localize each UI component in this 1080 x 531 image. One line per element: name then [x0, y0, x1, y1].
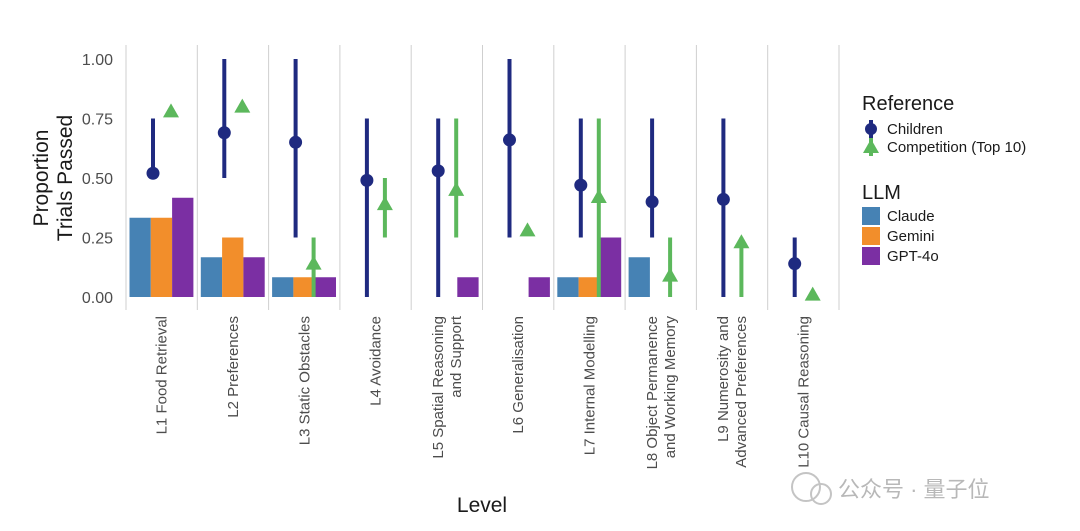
- x-tick-label-line: Advanced Preferences: [733, 316, 750, 468]
- children-point: [503, 133, 516, 147]
- bar-claude: [200, 257, 223, 297]
- x-tick-label: L7 Internal Modelling: [581, 316, 598, 455]
- y-tick-label: 1.00: [82, 52, 113, 69]
- x-tick-label-line: L4 Avoidance: [368, 316, 385, 406]
- competition-point: [804, 286, 821, 301]
- bar-gpt-4o: [457, 277, 479, 297]
- competition-point: [448, 181, 465, 196]
- children-point: [716, 192, 730, 206]
- x-tick-label: L8 Object Permanence and Working Memory: [644, 316, 679, 470]
- children-point: [788, 257, 802, 271]
- x-tick-label: L5 Spatial Reasoning and Support: [430, 315, 465, 458]
- legend-label-gpt-4o: GPT-4o: [887, 248, 939, 265]
- x-tick-label-line: L9 Numerosity and: [715, 316, 732, 442]
- watermark-text: 公众号 · 量子位: [838, 477, 990, 502]
- x-tick-label-line: L3 Static Obstacles: [296, 316, 313, 445]
- x-tick-label: L4 Avoidance: [368, 316, 385, 406]
- bar-gpt-4o: [314, 277, 336, 297]
- legend-title-reference: Reference: [862, 93, 954, 115]
- y-tick-label: 0.50: [82, 171, 113, 188]
- watermark-icon-2: [810, 483, 832, 505]
- children-point: [360, 173, 374, 187]
- legend-key-claude: [862, 207, 880, 225]
- children-point: [645, 195, 659, 209]
- x-tick-label: L6 Generalisation: [510, 316, 527, 434]
- x-tick-label-line: and Working Memory: [662, 316, 679, 459]
- x-tick-label-line: L8 Object Permanence: [644, 316, 661, 469]
- y-tick-label: 0.75: [82, 112, 113, 129]
- legend-label-claude: Claude: [887, 208, 935, 225]
- watermark-icon: [791, 472, 821, 502]
- x-tick-label: L2 Preferences: [225, 316, 242, 418]
- competition-point: [590, 189, 607, 204]
- legend-label-gemini: Gemini: [887, 228, 935, 245]
- children-point: [574, 178, 588, 192]
- x-tick-label: L1 Food Retrieval: [154, 316, 171, 434]
- competition-point: [163, 103, 179, 118]
- bar-gpt-4o: [243, 257, 265, 297]
- watermark: 公众号 · 量子位: [791, 472, 990, 505]
- bar-claude: [628, 257, 650, 297]
- children-point: [217, 126, 231, 140]
- children-point: [431, 164, 445, 178]
- children-point: [146, 166, 160, 180]
- competition-point: [376, 196, 393, 211]
- x-tick-label: L3 Static Obstacles: [296, 316, 313, 445]
- y-tick-label: 0.25: [82, 231, 113, 248]
- competition-point: [733, 234, 750, 249]
- bar-claude: [272, 277, 294, 297]
- bar-gpt-4o: [172, 197, 194, 297]
- bar-gemini: [578, 277, 600, 297]
- x-tick-label-line: L7 Internal Modelling: [581, 316, 598, 455]
- competition-point: [662, 267, 679, 282]
- x-tick-label-line: L6 Generalisation: [510, 316, 527, 434]
- legend-label-children: Children: [887, 121, 943, 138]
- y-axis-title-line: Proportion: [30, 130, 53, 227]
- x-tick-label: L9 Numerosity and Advanced Preferences: [715, 316, 750, 468]
- bar-gemini: [150, 217, 173, 297]
- x-tick-label-line: L5 Spatial Reasoning: [430, 316, 447, 459]
- legend-key-children: [865, 123, 877, 135]
- bar-gemini: [222, 237, 244, 297]
- competition-point: [305, 255, 322, 270]
- bar-gpt-4o: [528, 277, 550, 297]
- legend-label-competition: Competition (Top 10): [887, 139, 1026, 156]
- bar-gemini: [293, 277, 315, 297]
- x-tick-label-line: L2 Preferences: [225, 316, 242, 418]
- legend-title-llm: LLM: [862, 182, 901, 204]
- legend-key-competition: [863, 139, 879, 153]
- x-tick-label-line: and Support: [448, 315, 465, 398]
- competition-point: [519, 222, 536, 237]
- x-tick-label: L10 Causal Reasoning: [795, 316, 812, 468]
- competition-point: [234, 98, 251, 113]
- bar-gpt-4o: [599, 237, 622, 297]
- y-tick-label: 0.00: [82, 290, 113, 307]
- y-axis-title: Proportion Trials Passed: [30, 115, 77, 241]
- x-tick-label-line: L1 Food Retrieval: [154, 316, 171, 434]
- children-point: [289, 135, 303, 149]
- legend-key-gemini: [862, 227, 880, 245]
- legend-key-gpt-4o: [862, 247, 880, 265]
- y-axis-title-line: Trials Passed: [54, 115, 77, 241]
- x-tick-label-line: L10 Causal Reasoning: [795, 316, 812, 468]
- bar-claude: [557, 277, 579, 297]
- bar-claude: [129, 217, 151, 297]
- x-axis-title: Level: [457, 494, 507, 517]
